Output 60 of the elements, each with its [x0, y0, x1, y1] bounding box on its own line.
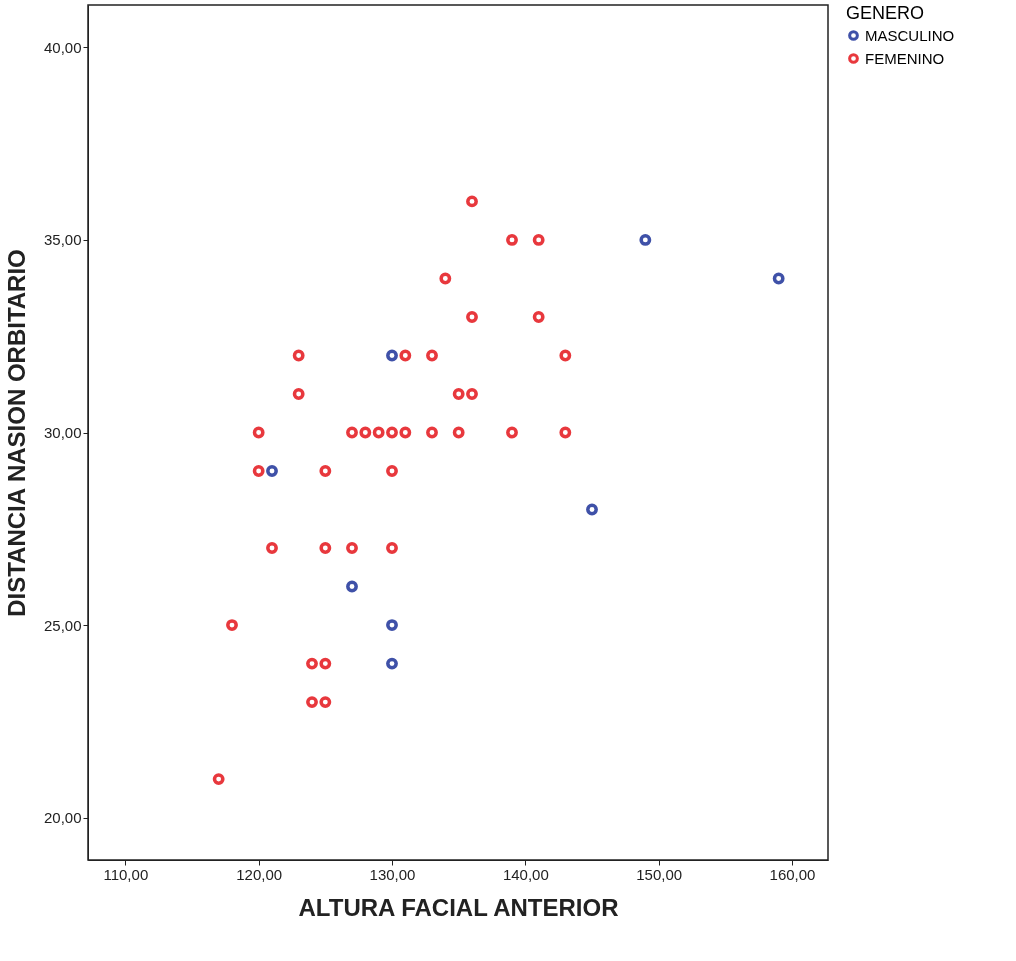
point [252, 465, 265, 477]
point [346, 426, 358, 439]
point [306, 696, 318, 709]
point [386, 657, 398, 670]
x-tick-label: 120,00 [236, 865, 283, 883]
point [319, 696, 332, 709]
point [439, 272, 452, 285]
point [772, 272, 785, 285]
point [466, 311, 478, 323]
point [426, 426, 438, 439]
point [639, 234, 652, 246]
point [386, 542, 398, 554]
point [386, 465, 398, 477]
legend-label: MASCULINO [865, 26, 955, 44]
point [306, 657, 318, 670]
point [559, 349, 572, 362]
point [252, 426, 265, 439]
x-tick-label: 150,00 [636, 865, 683, 883]
point [426, 349, 438, 362]
point [346, 580, 358, 593]
point [532, 234, 545, 246]
point [399, 426, 412, 439]
y-tick-label: 40,00 [43, 38, 82, 56]
point [532, 311, 545, 323]
legend-label: FEMENINO [865, 49, 945, 67]
point [359, 426, 372, 439]
y-tick-label: 35,00 [43, 231, 82, 249]
point [346, 542, 358, 554]
point [212, 773, 225, 786]
point [466, 195, 478, 208]
y-tick-label: 20,00 [43, 809, 82, 827]
y-tick-label: 30,00 [43, 424, 82, 441]
point [386, 619, 398, 631]
x-tick-label: 140,00 [502, 865, 549, 883]
point [559, 426, 572, 439]
point [319, 465, 332, 477]
point [319, 542, 332, 554]
point [266, 542, 278, 554]
point [586, 503, 598, 516]
y-axis-title: DISTANCIA NASION ORBITARIO [2, 249, 30, 617]
point [452, 426, 465, 439]
x-tick-label: 160,00 [769, 865, 816, 883]
point [506, 234, 518, 246]
point [372, 426, 385, 439]
point [292, 388, 305, 400]
point [226, 619, 238, 631]
point [506, 426, 518, 439]
point [386, 426, 398, 439]
point [266, 465, 278, 477]
point [292, 349, 305, 362]
point [319, 657, 332, 670]
x-tick-label: 110,00 [103, 865, 149, 883]
legend-title: GENERO [846, 3, 925, 23]
x-axis-title: ALTURA FACIAL ANTERIOR [298, 893, 619, 921]
x-tick-label: 130,00 [369, 865, 416, 883]
point [399, 349, 412, 362]
point [466, 388, 478, 400]
point [386, 349, 398, 362]
point [452, 388, 465, 400]
y-tick-label: 25,00 [43, 616, 82, 634]
